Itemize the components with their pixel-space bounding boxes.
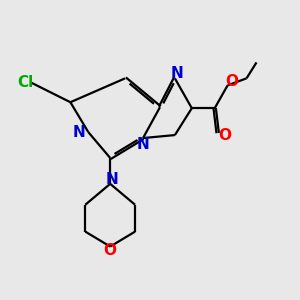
- Text: O: O: [225, 74, 238, 89]
- Text: N: N: [73, 124, 86, 140]
- Text: N: N: [170, 66, 183, 81]
- Text: N: N: [106, 172, 118, 188]
- Text: O: O: [218, 128, 231, 142]
- Text: O: O: [104, 243, 117, 258]
- Text: Cl: Cl: [17, 75, 34, 90]
- Text: N: N: [137, 136, 149, 152]
